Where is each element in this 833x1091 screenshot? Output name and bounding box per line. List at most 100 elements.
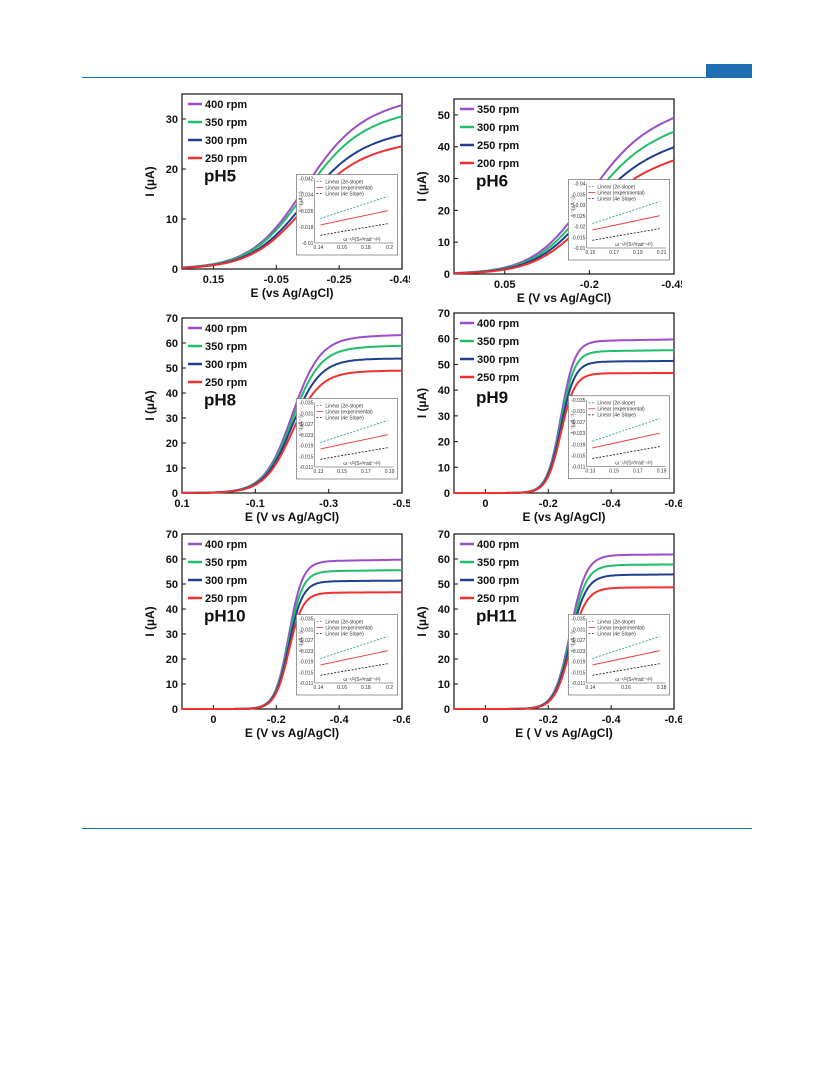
inset-y-tick: -0.015 [299, 670, 313, 676]
y-tick-label: 10 [166, 679, 178, 691]
inset-fit-line [592, 636, 660, 659]
legend-label: 350 rpm [205, 341, 247, 353]
inset-legend-label: Linear (2e-slope) [325, 179, 363, 185]
inset-y-tick: -0.015 [571, 235, 585, 241]
plot-frame [453, 98, 675, 275]
x-axis-label: E ( V vs Ag/AgCl) [515, 726, 613, 740]
inset-x-tick: 0.14 [314, 685, 324, 691]
inset-y-label: I⁻¹(µA⁻¹) [570, 196, 576, 216]
legend-label: 300 rpm [205, 575, 247, 587]
inset-legend-label: Linear (experimental) [325, 409, 373, 415]
series-line-250-rpm [454, 372, 674, 494]
inset-y-label: I⁻¹(µA⁻¹) [298, 631, 304, 651]
inset-x-tick: 0.14 [314, 245, 324, 251]
x-tick-label: 0.05 [494, 279, 515, 291]
x-tick-label: 0.1 [174, 498, 189, 510]
legend-label: 300 rpm [205, 359, 247, 371]
y-tick-label: 60 [438, 334, 450, 346]
series-line-250-rpm [182, 145, 403, 269]
y-tick-label: 70 [438, 308, 450, 320]
inset-fit-line [320, 663, 388, 676]
legend-label: 300 rpm [477, 575, 519, 587]
x-axis-label: E (vs Ag/AgCl) [523, 510, 606, 524]
inset-x-tick: 0.2 [386, 685, 393, 691]
inset-fit-line [320, 196, 388, 219]
legend-label: 350 rpm [205, 117, 247, 129]
series-line-200-rpm [453, 159, 675, 275]
inset-x-tick: 0.19 [657, 469, 667, 475]
ph-label: pH5 [204, 167, 236, 186]
inset-frame [296, 614, 398, 696]
y-tick-label: 10 [438, 462, 450, 474]
inset-y-tick: -0.027 [571, 420, 585, 426]
inset-legend-label: Linear (4e Slope) [597, 631, 636, 637]
inset-x-label: ω⁻¹/²(S¹/²rad⁻¹/²) [615, 461, 653, 467]
inset-legend-label: Linear (2e-slope) [325, 619, 363, 625]
inset-y-tick: -0.015 [571, 670, 585, 676]
inset-legend-label: Linear (4e Slope) [325, 415, 364, 421]
y-tick-label: 0 [172, 488, 178, 500]
inset-y-tick: -0.031 [299, 627, 313, 633]
y-tick-label: 0 [444, 488, 450, 500]
inset-y-tick: -0.027 [299, 638, 313, 644]
legend-label: 300 rpm [477, 122, 519, 134]
y-tick-label: 30 [438, 174, 450, 186]
inset-x-tick: 0.16 [337, 685, 347, 691]
y-tick-label: 20 [166, 164, 178, 176]
inset-x-tick: 0.13 [586, 469, 596, 475]
y-tick-label: 0 [172, 264, 178, 276]
inset-x-tick: 0.18 [657, 685, 667, 691]
y-tick-label: 40 [166, 604, 178, 616]
y-tick-label: 30 [166, 629, 178, 641]
inset-y-tick: -0.011 [572, 681, 586, 687]
x-tick-label: -0.45 [661, 279, 682, 291]
y-tick-label: 70 [438, 529, 450, 541]
x-tick-label: -0.2 [539, 498, 558, 510]
legend-label: 400 rpm [205, 323, 247, 335]
x-tick-label: -0.6 [393, 714, 410, 726]
y-tick-label: 20 [438, 654, 450, 666]
inset-fit-line [320, 420, 388, 443]
inset-legend-label: Linear (experimental) [597, 190, 645, 196]
header-rule [82, 77, 752, 78]
y-tick-label: 40 [438, 604, 450, 616]
inset-y-tick: -0.04 [574, 182, 586, 188]
inset-x-tick: 0.14 [586, 685, 596, 691]
y-tick-label: 0 [444, 704, 450, 716]
legend-label: 250 rpm [205, 593, 247, 605]
x-tick-label: 0.15 [203, 274, 224, 286]
x-axis-label: E (V vs Ag/AgCl) [517, 291, 611, 305]
y-tick-label: 10 [438, 679, 450, 691]
legend-label: 350 rpm [477, 104, 519, 116]
inset-x-tick: 0.17 [361, 469, 371, 475]
ph-label: pH11 [476, 607, 517, 626]
y-axis-label: I (µA) [415, 171, 429, 201]
y-tick-label: 10 [166, 214, 178, 226]
inset-legend-label: Linear (4e Slope) [325, 631, 364, 637]
inset-frame [296, 398, 398, 480]
inset-x-tick: 0.2 [386, 245, 393, 251]
plot-frame [181, 93, 403, 270]
y-tick-label: 20 [438, 437, 450, 449]
inset-fit-line [320, 210, 388, 226]
inset-y-tick: -0.031 [571, 627, 585, 633]
inset-y-tick: -0.019 [299, 660, 313, 666]
ph-label: pH10 [204, 607, 246, 626]
ph-label: pH9 [476, 388, 508, 407]
y-tick-label: 70 [166, 529, 178, 541]
x-tick-label: -0.2 [267, 714, 286, 726]
chart-ph8: 0 10 20 30 40 50 60 70 0.1 -0.1 -0.3 -0.5 E (V vs Ag… [143, 313, 410, 524]
y-tick-label: 10 [438, 237, 450, 249]
y-axis-label: I (µA) [143, 606, 157, 636]
inset-fit-line [320, 447, 388, 460]
inset-x-tick: 0.15 [586, 250, 596, 256]
inset-x-tick: 0.19 [633, 250, 643, 256]
y-tick-label: 10 [166, 463, 178, 475]
y-tick-label: 30 [166, 413, 178, 425]
inset-fit-line [592, 663, 660, 676]
inset-x-tick: 0.18 [361, 685, 371, 691]
y-tick-label: 40 [438, 385, 450, 397]
inset-x-tick: 0.17 [609, 250, 619, 256]
inset-fit-line [592, 215, 660, 231]
y-tick-label: 30 [438, 411, 450, 423]
